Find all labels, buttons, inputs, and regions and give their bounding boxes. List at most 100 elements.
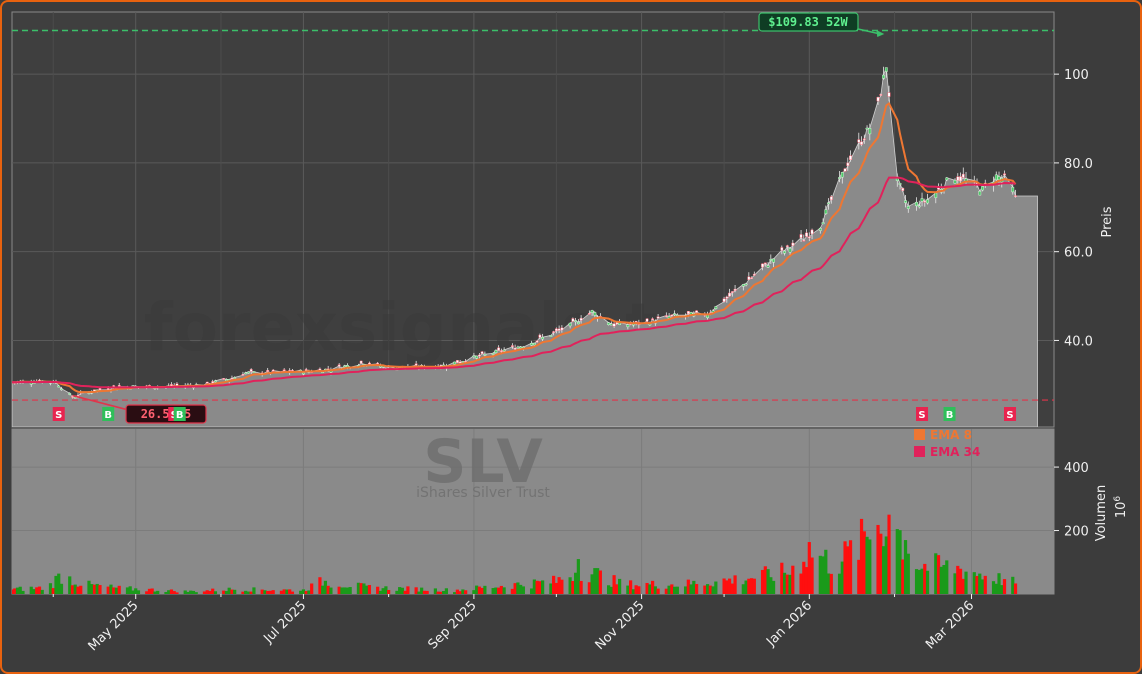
volume-bar bbox=[521, 586, 525, 594]
volume-bar bbox=[972, 572, 976, 594]
candle-body bbox=[252, 371, 256, 373]
volume-bar bbox=[150, 588, 154, 594]
volume-bar bbox=[818, 555, 822, 594]
52w-high-arrowhead bbox=[876, 30, 885, 37]
signal-sell-marker bbox=[52, 407, 65, 421]
candle-body bbox=[249, 369, 253, 372]
candle-body bbox=[926, 199, 929, 204]
candle-body bbox=[480, 351, 484, 354]
candle-body bbox=[805, 232, 808, 237]
signal-buy-label: B bbox=[176, 410, 184, 421]
signal-sell-marker bbox=[1004, 407, 1017, 421]
candle-body bbox=[860, 141, 863, 145]
volume-bar bbox=[554, 582, 558, 594]
volume-bar bbox=[629, 580, 633, 594]
candle-body bbox=[68, 393, 72, 395]
candle-body bbox=[961, 173, 965, 178]
candle-body bbox=[593, 312, 597, 316]
volume-bar bbox=[318, 577, 322, 594]
volume-bar bbox=[189, 590, 193, 594]
candle-body bbox=[747, 276, 751, 280]
candle-body bbox=[205, 381, 209, 384]
volume-bar bbox=[95, 583, 99, 594]
candle-body bbox=[1003, 173, 1006, 176]
date-tick-label: Jan 2026 bbox=[763, 598, 815, 650]
volume-bar bbox=[307, 590, 311, 594]
volume-bars bbox=[12, 514, 1018, 594]
volume-bar bbox=[268, 590, 273, 594]
candle-body bbox=[519, 346, 523, 349]
volume-bar bbox=[29, 586, 33, 594]
volume-bar bbox=[824, 549, 828, 594]
volume-bar bbox=[299, 590, 303, 594]
volume-bar bbox=[12, 589, 14, 594]
volume-bar bbox=[241, 591, 245, 594]
candle-body bbox=[576, 322, 580, 325]
candle-body bbox=[609, 323, 613, 326]
volume-bar bbox=[362, 583, 366, 594]
52w-low-label-box bbox=[125, 404, 207, 424]
volume-bar bbox=[213, 591, 218, 594]
volume-bar bbox=[766, 569, 770, 594]
candle-body bbox=[241, 374, 245, 376]
candle-body bbox=[549, 335, 553, 337]
volume-bar bbox=[329, 587, 333, 594]
candle-body bbox=[807, 236, 811, 239]
volume-bar bbox=[79, 585, 83, 594]
volume-bar bbox=[953, 573, 957, 594]
candle-body bbox=[934, 192, 938, 198]
candle-body bbox=[461, 361, 465, 363]
volume-bar bbox=[59, 583, 64, 594]
volume-bar bbox=[791, 565, 795, 594]
volume-bar bbox=[439, 591, 443, 594]
candle-body bbox=[978, 191, 982, 196]
candle-body bbox=[214, 380, 217, 383]
volume-bar bbox=[381, 588, 385, 594]
volume-bar bbox=[395, 590, 399, 594]
volume-bar bbox=[997, 573, 1001, 594]
price-tick-label: 80.0 bbox=[1064, 157, 1093, 172]
candle-body bbox=[359, 360, 363, 364]
volume-bar bbox=[557, 577, 561, 594]
volume-bar bbox=[510, 588, 514, 594]
volume-bar bbox=[172, 591, 176, 594]
volume-axis-label: Volumen bbox=[1094, 485, 1109, 542]
candle-body bbox=[230, 377, 234, 380]
candle-body bbox=[664, 315, 668, 317]
candle-body bbox=[783, 250, 786, 254]
candle-body bbox=[225, 379, 228, 381]
watermark-ticker: SLV bbox=[423, 427, 543, 497]
volume-bar bbox=[387, 589, 391, 594]
volume-bar bbox=[983, 575, 987, 594]
volume-bar bbox=[648, 584, 652, 594]
volume-bar bbox=[367, 585, 372, 594]
volume-bar bbox=[480, 587, 484, 594]
volume-bar bbox=[153, 591, 157, 594]
volume-bar bbox=[538, 581, 542, 594]
candle-body bbox=[945, 177, 949, 181]
candle-body bbox=[846, 162, 850, 167]
candle-body bbox=[730, 291, 734, 293]
candle-body bbox=[475, 355, 479, 359]
volume-bar bbox=[760, 569, 765, 594]
volume-bar bbox=[422, 590, 427, 594]
volume-bar bbox=[862, 531, 866, 594]
candle-body bbox=[271, 369, 275, 372]
signal-markers: SBSBSBS bbox=[52, 407, 1017, 421]
volume-bar bbox=[348, 587, 352, 594]
volume-bar bbox=[227, 587, 231, 594]
candle-body bbox=[343, 365, 347, 368]
volume-bar bbox=[848, 540, 853, 594]
candle-body bbox=[956, 176, 960, 181]
volume-bar bbox=[708, 585, 712, 594]
candle-body bbox=[673, 313, 676, 316]
volume-bar bbox=[156, 590, 160, 594]
candle-body bbox=[233, 377, 237, 379]
candle-body bbox=[920, 198, 924, 202]
volume-bar bbox=[901, 559, 905, 594]
volume-bar bbox=[516, 582, 520, 594]
candle-body bbox=[579, 318, 583, 321]
volume-bar bbox=[964, 571, 968, 594]
candle-body bbox=[997, 176, 1001, 180]
